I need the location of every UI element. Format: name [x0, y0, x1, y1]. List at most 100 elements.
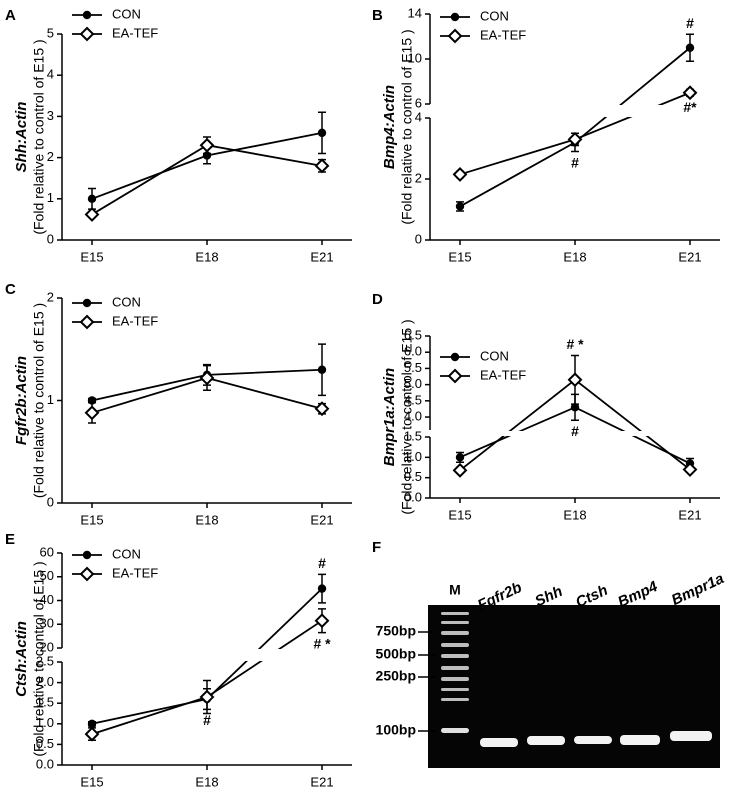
marker-label: 750bp — [376, 623, 416, 639]
point — [682, 462, 698, 477]
x-tick-label: E18 — [563, 249, 586, 264]
y-axis-label: (Fold relative to control of E15 ) — [399, 319, 415, 514]
point — [84, 726, 100, 742]
x-tick-label: E15 — [80, 774, 103, 789]
panel-label: C — [5, 281, 16, 298]
marker-ticks — [418, 631, 436, 732]
point — [682, 85, 698, 101]
axis-break — [432, 105, 722, 117]
x-tick-label: E18 — [563, 507, 586, 522]
x-tick-label: E18 — [195, 512, 218, 527]
x-tick-label: E15 — [448, 507, 471, 522]
legend-marker — [82, 10, 92, 20]
significance-label: # — [686, 15, 694, 31]
y-tick-label: 40 — [40, 592, 54, 607]
y-tick-label: 2.0 — [36, 674, 54, 689]
significance-label: # — [318, 555, 326, 571]
marker-label: 250bp — [376, 668, 416, 684]
panel-label: E — [5, 531, 15, 548]
y-tick-label: 2.5 — [36, 653, 54, 668]
significance-label: #* — [683, 99, 697, 115]
point — [84, 207, 100, 222]
point — [452, 462, 468, 478]
y-tick-label: 4.0 — [404, 408, 422, 423]
y-tick-label: 5 — [47, 25, 54, 40]
y-axis-label: (Fold relative to control of E15 ) — [31, 561, 47, 756]
legend-label: CON — [112, 6, 141, 21]
y-axis-label: (Fold relative to control of E15 ) — [399, 29, 415, 224]
y-tick-label: 6 — [415, 95, 422, 110]
x-tick-label: E15 — [80, 512, 103, 527]
point — [317, 365, 327, 374]
y-tick-label: 0 — [47, 231, 54, 246]
legend-marker — [79, 26, 95, 42]
legend-marker — [450, 352, 460, 362]
y-tick-label: 1 — [47, 392, 54, 407]
y-tick-label: 6.0 — [404, 344, 422, 359]
significance-label: # — [571, 154, 579, 170]
y-tick-label: 1.5 — [36, 695, 54, 710]
legend-label: CON — [480, 348, 509, 363]
y-axis-label: (Fold relative to control of E15 ) — [31, 39, 47, 234]
x-tick-label: E15 — [448, 249, 471, 264]
chart-panel: B Bmp4:Actin (Fold relative to control of … — [372, 5, 722, 264]
point — [317, 584, 327, 593]
x-tick-label: E21 — [310, 774, 333, 789]
panel-label: A — [5, 7, 16, 24]
ladder-label: M — [449, 582, 461, 598]
chart-panel: D Bmpr1a:Actin (Fold relative to control o… — [372, 291, 722, 522]
gel-panel: F M Fgfr2b Shh Ctsh Bmp4 Bmpr1a — [372, 539, 727, 768]
axis-break — [64, 649, 354, 661]
y-axis-label: Bmpr1a:Actin — [381, 368, 398, 466]
y-tick-label: 5.5 — [404, 360, 422, 375]
point — [87, 719, 97, 728]
lane-label: Bmpr1a — [669, 570, 727, 609]
significance-label: # * — [566, 336, 584, 352]
y-tick-label: 0 — [415, 231, 422, 246]
marker-label: 100bp — [376, 722, 416, 738]
legend-label: CON — [112, 546, 141, 561]
significance-label: # — [571, 423, 579, 439]
x-tick-label: E21 — [678, 249, 701, 264]
legend-marker — [79, 566, 95, 582]
series-line — [459, 47, 691, 208]
gel-image — [428, 605, 720, 768]
point — [455, 453, 465, 462]
x-tick-label: E21 — [310, 512, 333, 527]
y-tick-label: 1.5 — [404, 428, 422, 443]
y-tick-label: 50 — [40, 568, 54, 583]
legend-marker — [82, 298, 92, 308]
legend-label: CON — [480, 8, 509, 23]
y-tick-label: 4 — [415, 109, 422, 124]
y-tick-label: 0.5 — [404, 469, 422, 484]
y-axis-label: Bmp4:Actin — [381, 85, 398, 169]
y-tick-label: 0 — [47, 494, 54, 509]
point — [567, 372, 583, 388]
y-tick-label: 5.0 — [404, 376, 422, 391]
point — [452, 167, 468, 182]
point — [202, 151, 212, 160]
legend-label: EA-TEF — [112, 565, 158, 580]
legend-label: EA-TEF — [480, 27, 526, 42]
y-tick-label: 2 — [415, 170, 422, 185]
point — [314, 158, 330, 174]
y-tick-label: 0.0 — [36, 756, 54, 771]
ladder-bands — [441, 612, 469, 733]
point — [685, 43, 695, 52]
y-tick-label: 4.5 — [404, 392, 422, 407]
legend-marker — [447, 28, 463, 44]
legend-marker — [79, 314, 95, 330]
y-tick-label: 1.0 — [36, 715, 54, 730]
legend-label: CON — [112, 294, 141, 309]
point — [455, 202, 465, 211]
legend-label: EA-TEF — [112, 313, 158, 328]
y-axis-label: (Fold relative to control of E15 ) — [31, 303, 47, 498]
y-tick-label: 2 — [47, 289, 54, 304]
y-tick-label: 0.0 — [404, 489, 422, 504]
y-tick-label: 2 — [47, 149, 54, 164]
point — [87, 396, 97, 405]
y-tick-label: 10 — [408, 50, 422, 65]
point — [87, 194, 97, 203]
y-tick-label: 6.5 — [404, 327, 422, 342]
